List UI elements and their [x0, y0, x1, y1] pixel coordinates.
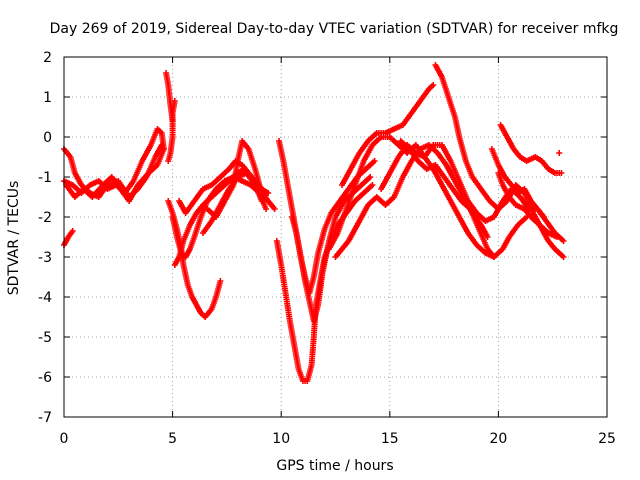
x-tick-label: 25 — [598, 431, 616, 447]
data-point-marker — [258, 198, 265, 204]
series-satellite-track-13 — [273, 182, 376, 384]
chart-title: Day 269 of 2019, Sidereal Day-to-day VTE… — [50, 21, 619, 37]
data-point-marker — [560, 254, 567, 260]
data-point-marker — [484, 234, 491, 240]
data-point-marker — [171, 98, 178, 104]
x-tick-label: 10 — [272, 431, 290, 447]
x-axis-title: GPS time / hours — [276, 458, 393, 474]
x-tick-label: 0 — [60, 431, 69, 447]
x-tick-label: 5 — [168, 431, 177, 447]
data-point-marker — [430, 82, 437, 88]
x-tick-label: 15 — [381, 431, 399, 447]
series-satellite-track-15 — [289, 158, 378, 296]
y-tick-label: 1 — [43, 90, 52, 106]
series-satellite-track-21 — [397, 138, 498, 260]
data-point-marker — [262, 206, 269, 212]
data-point-marker — [371, 158, 378, 164]
series-satellite-track-4 — [63, 146, 167, 204]
grid-lines — [64, 57, 607, 417]
data-point-marker — [369, 182, 376, 188]
y-axis-title: SDTVAR / TECUs — [6, 181, 22, 296]
series-satellite-track-25 — [556, 150, 563, 156]
data-point-marker — [491, 254, 498, 260]
y-tick-label: 0 — [43, 130, 52, 146]
data-point-marker — [556, 150, 563, 156]
y-tick-label: -5 — [38, 330, 52, 346]
plot-frame — [63, 56, 608, 418]
data-series — [61, 62, 567, 384]
y-tick-label: -6 — [38, 370, 52, 386]
series-satellite-track-18 — [339, 82, 437, 188]
series-satellite-track-3 — [61, 228, 76, 248]
data-point-marker — [560, 238, 567, 244]
y-tick-label: -4 — [38, 290, 52, 306]
y-tick-label: -3 — [38, 250, 52, 266]
data-point-marker — [367, 174, 374, 180]
series-satellite-track-24 — [488, 146, 548, 220]
x-tick-label: 20 — [489, 431, 507, 447]
data-point-marker — [69, 228, 76, 234]
series-satellite-track-23 — [497, 122, 565, 176]
y-tick-label: 2 — [43, 50, 52, 66]
data-point-marker — [158, 142, 165, 148]
series-satellite-track-17 — [325, 134, 530, 260]
data-point-marker — [271, 206, 278, 212]
y-tick-label: -1 — [38, 170, 52, 186]
data-point-marker — [554, 234, 561, 240]
y-tick-label: -7 — [38, 410, 52, 426]
series-satellite-track-6 — [165, 98, 178, 164]
axis-ticks: 0 5 10 15 20 25 -7 -6 -5 -4 -3 -2 -1 0 1 2 — [38, 50, 616, 447]
data-point-marker — [558, 170, 565, 176]
data-point-marker — [217, 278, 224, 284]
data-point-marker — [265, 190, 272, 196]
data-point-marker — [160, 146, 167, 152]
series-satellite-track-22 — [495, 170, 561, 240]
y-tick-label: -2 — [38, 210, 52, 226]
series-satellite-track-12 — [200, 170, 265, 236]
data-point-marker — [541, 214, 548, 220]
